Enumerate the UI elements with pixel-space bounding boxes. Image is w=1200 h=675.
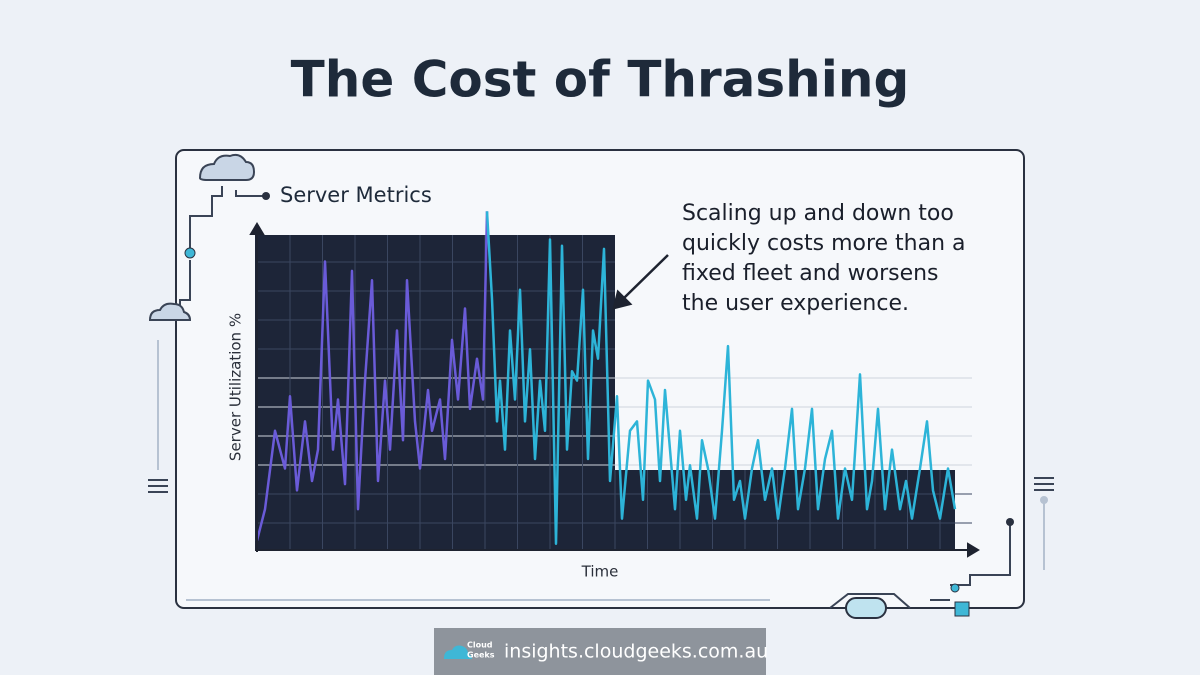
annotation-line: Scaling up and down too — [682, 201, 954, 226]
x-axis-label: Time — [581, 563, 619, 581]
line-series — [255, 211, 489, 541]
annotation-line: quickly costs more than a — [682, 231, 966, 256]
annotation-line: the user experience. — [682, 291, 909, 316]
capsule-icon — [845, 597, 887, 619]
brand: Cloud — [467, 641, 493, 650]
panel-title: Server Metrics — [280, 183, 432, 207]
footer-url: insights.cloudgeeks.com.au — [504, 641, 768, 663]
annotation-line: fixed fleet and worsens — [682, 261, 939, 286]
dot — [1006, 518, 1014, 526]
brand: Geeks — [467, 651, 495, 660]
dot — [184, 247, 196, 259]
dot — [950, 583, 960, 593]
plot-background — [255, 235, 955, 550]
annotation: Scaling up and down too quickly costs mor… — [682, 201, 966, 316]
decoration — [148, 153, 1045, 609]
chart-title: The Cost of Thrashing — [291, 51, 910, 109]
menu-icon — [148, 477, 1054, 493]
plot — [255, 211, 957, 545]
annotation-arrow — [612, 254, 669, 310]
axes — [249, 222, 980, 558]
box-icon — [954, 601, 970, 617]
y-axis-label: Server Utilization % — [227, 313, 245, 461]
footer-bar — [434, 628, 766, 675]
dot — [262, 192, 270, 200]
logo — [444, 645, 472, 659]
dot — [1040, 496, 1048, 504]
line-series — [485, 211, 957, 545]
